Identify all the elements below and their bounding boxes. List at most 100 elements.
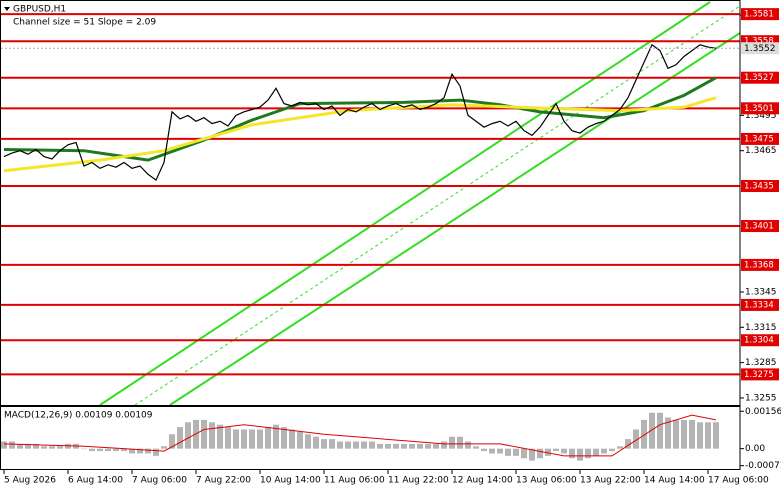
- macd-bar: [665, 417, 671, 449]
- macd-bar: [145, 448, 151, 454]
- macd-bar: [337, 441, 343, 449]
- price-frame: [0, 0, 741, 406]
- macd-bar: [329, 439, 335, 449]
- x-tick-label: 11 Aug 06:00: [324, 476, 385, 486]
- macd-bar: [17, 443, 23, 449]
- macd-bar: [137, 448, 143, 454]
- channel: [99, 1, 741, 406]
- macd-title: MACD(12,26,9) 0.00109 0.00109: [4, 411, 153, 421]
- x-tick-label: 13 Aug 06:00: [516, 476, 577, 486]
- macd-bar: [465, 441, 471, 449]
- x-tick-label: 7 Aug 06:00: [132, 476, 187, 486]
- macd-bar: [393, 443, 399, 449]
- macd-bar: [313, 436, 319, 449]
- macd-bar: [249, 429, 255, 449]
- macd-bar: [641, 419, 647, 449]
- macd-bar: [321, 439, 327, 449]
- macd-bar: [473, 446, 479, 449]
- y-tick-label: 1.3285: [745, 358, 777, 368]
- macd-bar: [241, 429, 247, 449]
- macd-bar: [457, 436, 463, 449]
- plot: [1, 43, 740, 461]
- y-tick-label: 1.3495: [745, 111, 777, 121]
- level-label: 1.3475: [744, 134, 774, 144]
- level-label-box: [741, 220, 779, 233]
- macd-bar: [505, 448, 511, 456]
- macd-bar: [433, 443, 439, 449]
- macd-bar: [201, 419, 207, 449]
- y-tick-label: 0.00156: [745, 407, 781, 417]
- macd-bar: [185, 422, 191, 449]
- macd-bar: [561, 448, 567, 454]
- x-tick-label: 10 Aug 14:00: [260, 476, 321, 486]
- macd-bar: [705, 422, 711, 449]
- macd-bar: [449, 436, 455, 449]
- macd-bar: [521, 448, 527, 459]
- level-label: 1.3581: [744, 10, 774, 20]
- macd-bar: [281, 427, 287, 449]
- x-tick-label: 5 Aug 2026: [4, 476, 56, 486]
- chart-title: GBPUSD,H1: [13, 5, 66, 15]
- macd-bar: [33, 443, 39, 449]
- macd-bar: [489, 448, 495, 454]
- chart-subtitle: Channel size = 51 Slope = 2.09: [13, 18, 156, 28]
- macd-bar: [57, 446, 63, 449]
- macd-bar: [305, 434, 311, 449]
- macd-bar: [257, 429, 263, 449]
- menu-icon: [4, 7, 10, 11]
- macd-bar: [297, 431, 303, 449]
- macd-bar: [153, 448, 159, 456]
- macd-bar: [649, 412, 655, 449]
- x-tick-label: 11 Aug 22:00: [388, 476, 449, 486]
- macd-bar: [209, 422, 215, 449]
- y-tick-label: 0.00: [745, 444, 765, 454]
- macd-bar: [713, 422, 719, 449]
- macd-bar: [529, 448, 535, 461]
- macd-bar: [41, 446, 47, 449]
- macd-bar: [273, 424, 279, 449]
- x-tick-label: 12 Aug 14:00: [452, 476, 513, 486]
- level-label-box: [741, 334, 779, 347]
- x-tick-label: 7 Aug 22:00: [196, 476, 251, 486]
- signal-line: [3, 414, 717, 457]
- macd-bar: [409, 443, 415, 449]
- channel-mid: [134, 5, 741, 406]
- price-line: [3, 43, 717, 182]
- macd-bar: [497, 448, 503, 454]
- level-label-box: [741, 71, 779, 84]
- macd-bar: [81, 448, 87, 450]
- level-label-box: [741, 258, 779, 271]
- macd-bar: [369, 441, 375, 449]
- macd-bar: [113, 448, 119, 452]
- macd-frame: [0, 406, 741, 470]
- x-tick-label: 13 Aug 22:00: [580, 476, 641, 486]
- macd-bar: [601, 448, 607, 454]
- macd-bar: [105, 448, 111, 452]
- macd-bar: [289, 429, 295, 449]
- level-label-box: [741, 132, 779, 145]
- channel-lower: [169, 32, 741, 406]
- macd-bar: [425, 443, 431, 449]
- current-price-box: [741, 42, 779, 55]
- macd-bar: [265, 427, 271, 449]
- macd-bar: [49, 446, 55, 449]
- y-tick-label: -0.00071: [745, 461, 781, 471]
- x-tick-label: 17 Aug 06:00: [708, 476, 769, 486]
- macd-bar: [401, 443, 407, 449]
- y-tick-label: 1.3255: [745, 393, 777, 403]
- moving-average: [3, 76, 717, 162]
- macd-bar: [609, 448, 615, 452]
- macd-bar: [225, 427, 231, 449]
- macd-bar: [633, 429, 639, 449]
- macd-bar: [1, 441, 7, 449]
- macd-bar: [593, 448, 599, 456]
- macd-bar: [681, 419, 687, 449]
- macd-bar: [537, 448, 543, 459]
- channel-upper: [99, 1, 711, 406]
- macd-bar: [689, 419, 695, 449]
- macd-bar: [545, 448, 551, 456]
- macd-bar: [441, 441, 447, 449]
- macd-bar: [617, 446, 623, 449]
- level-label-box: [741, 102, 779, 115]
